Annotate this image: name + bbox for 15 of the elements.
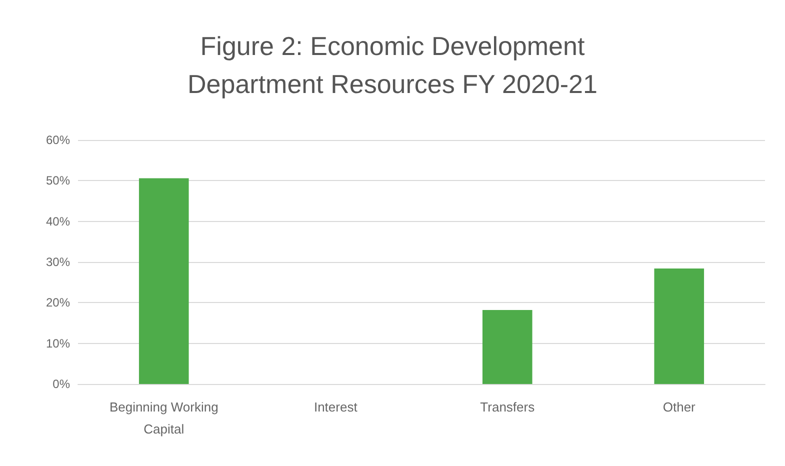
x-tick-label: Beginning Working Capital	[109, 400, 218, 436]
y-tick-label: 10%	[46, 336, 70, 350]
bar	[138, 178, 189, 384]
x-tick-label: Interest	[314, 400, 358, 414]
chart-title: Figure 2: Economic Development Department Resources FY 2020-21	[188, 31, 598, 99]
y-tick-label: 20%	[46, 296, 70, 310]
x-tick-label: Other	[662, 400, 696, 414]
bar	[482, 310, 532, 384]
bar	[654, 268, 704, 384]
x-tick-label: Transfers	[480, 400, 536, 414]
y-tick-label: 40%	[46, 214, 70, 228]
y-tick-label: 0%	[52, 377, 70, 391]
y-tick-label: 30%	[46, 255, 70, 269]
y-tick-label: 60%	[46, 133, 70, 147]
y-tick-label: 50%	[46, 174, 70, 188]
